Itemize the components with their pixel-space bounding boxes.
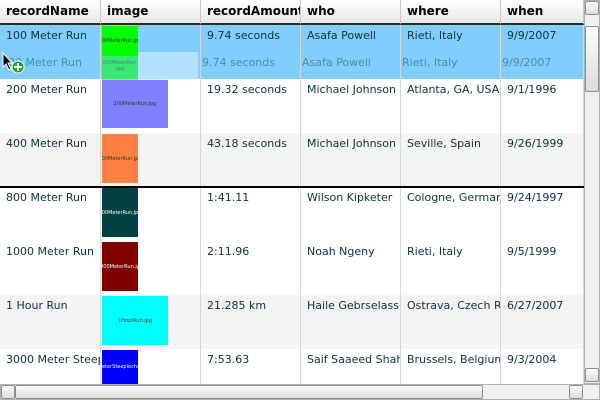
grid-cell: Ostrava, Czech Re bbox=[401, 295, 501, 349]
grid-cell: 19.32 seconds bbox=[201, 79, 301, 133]
grid-cell: 800 Meter Run bbox=[0, 187, 101, 241]
scroll-left[interactable] bbox=[1, 385, 15, 399]
grid-cell: Brussels, Belgium bbox=[401, 349, 501, 384]
drag-panel bbox=[138, 52, 198, 80]
thumbnail: 100MeterRun.jpg bbox=[102, 26, 138, 56]
grid-cell: Rieti, Italy bbox=[401, 241, 501, 295]
grid-cell: Cologne, Germany bbox=[401, 187, 501, 241]
grid-cell: 9/9/2007 bbox=[501, 25, 584, 79]
grid-row[interactable]: 200 Meter Run 200MeterRun.jpg 19.32 second… bbox=[0, 79, 584, 133]
drag-cursor bbox=[2, 52, 25, 74]
grid-cell: 9.74 seconds bbox=[201, 25, 301, 79]
grid-cell: Michael Johnson bbox=[301, 79, 401, 133]
grid-row[interactable]: 400 Meter Run400MeterRun.jpg 43.18 second… bbox=[0, 133, 584, 187]
grid-cell: Atlanta, GA, USA bbox=[401, 79, 501, 133]
grid-row[interactable]: 800 Meter Run800MeterRun.jpg 1:41.11Wilso… bbox=[0, 187, 584, 241]
column-header[interactable]: recordAmount bbox=[201, 0, 301, 25]
grid-cell: Wilson Kipketer bbox=[301, 187, 401, 241]
grid-cell: 1:41.11 bbox=[201, 187, 301, 241]
grid-cell: 9/9/2007 bbox=[502, 56, 552, 69]
column-header[interactable]: when bbox=[501, 0, 584, 25]
grid-row[interactable]: 1000 Meter Run1000MeterRun.jpg 2:11.96Noa… bbox=[0, 241, 584, 295]
thumbnail: 3000MeterSteeplechase.jpg bbox=[102, 350, 138, 384]
grid-row[interactable]: 1 Hour Run 1HourRun.jpg 21.285 km Haile Geb… bbox=[0, 295, 584, 349]
grid-row[interactable]: 3000 Meter Steepl3000MeterSteeplechase.j… bbox=[0, 349, 584, 384]
grid-cell: 9/1/1996 bbox=[501, 79, 584, 133]
scroll-right[interactable] bbox=[569, 385, 583, 399]
grid-cell: Rieti, Italy bbox=[401, 25, 501, 79]
grid-cell: Haile Gebrselassie bbox=[301, 295, 401, 349]
grid-cell: 9.74 seconds bbox=[202, 56, 275, 69]
grid-cell: 1000 Meter Run bbox=[0, 241, 101, 295]
grid-cell: 200MeterRun.jpg bbox=[101, 79, 201, 133]
column-header[interactable]: where bbox=[401, 0, 501, 25]
thumbnail: 100MeterRun.jpg bbox=[102, 52, 138, 80]
grid-cell: 200 Meter Run bbox=[0, 79, 101, 133]
column-header[interactable]: recordName bbox=[0, 0, 101, 25]
grid-cell: Michael Johnson bbox=[301, 133, 401, 187]
grid-cell: 9/3/2004 bbox=[501, 349, 584, 384]
grid-cell: 9/24/1997 bbox=[501, 187, 584, 241]
scroll-up[interactable] bbox=[585, 1, 599, 15]
scroll-down[interactable] bbox=[585, 368, 599, 382]
grid-cell: Noah Ngeny bbox=[301, 241, 401, 295]
grid-cell: 100 Meter Run bbox=[0, 25, 101, 79]
grid-cell: 9/5/1999 bbox=[501, 241, 584, 295]
grid-cell: 43.18 seconds bbox=[201, 133, 301, 187]
grid-cell: 1 Hour Run bbox=[0, 295, 101, 349]
grid-cell: Asafa Powell bbox=[301, 25, 401, 79]
scroll-thumb[interactable] bbox=[585, 26, 599, 92]
drag-proxy: 100 Meter Run 100MeterRun.jpg 9.74 seconds… bbox=[0, 52, 585, 80]
grid-cell: 6/27/2007 bbox=[501, 295, 584, 349]
scroll-thumb[interactable] bbox=[15, 385, 483, 399]
grid-cell: Seville, Spain bbox=[401, 133, 501, 187]
grid-cell: 3000MeterSteeplechase.jpg bbox=[101, 349, 201, 384]
grid-cell: 400 Meter Run bbox=[0, 133, 101, 187]
grid-cell: 100MeterRun.jpg bbox=[101, 25, 201, 79]
thumbnail: 1HourRun.jpg bbox=[102, 296, 168, 345]
grid-cell: Saif Saaeed Shahe bbox=[301, 349, 401, 384]
grid-cell: 21.285 km bbox=[201, 295, 301, 349]
grid-cell: Rieti, Italy bbox=[402, 56, 458, 69]
grid-cell: 7:53.63 bbox=[201, 349, 301, 384]
column-header[interactable]: image bbox=[101, 0, 201, 25]
grid-cell: Asafa Powell bbox=[302, 56, 371, 69]
grid-cell: 9/26/1999 bbox=[501, 133, 584, 187]
column-header[interactable]: who bbox=[301, 0, 401, 25]
grid-cell: 2:11.96 bbox=[201, 241, 301, 295]
grid-cell: 3000 Meter Steepl bbox=[0, 349, 101, 384]
drop-indicator bbox=[0, 186, 584, 188]
grid-cell: 1HourRun.jpg bbox=[101, 295, 201, 349]
thumbnail: 200MeterRun.jpg bbox=[102, 80, 168, 128]
